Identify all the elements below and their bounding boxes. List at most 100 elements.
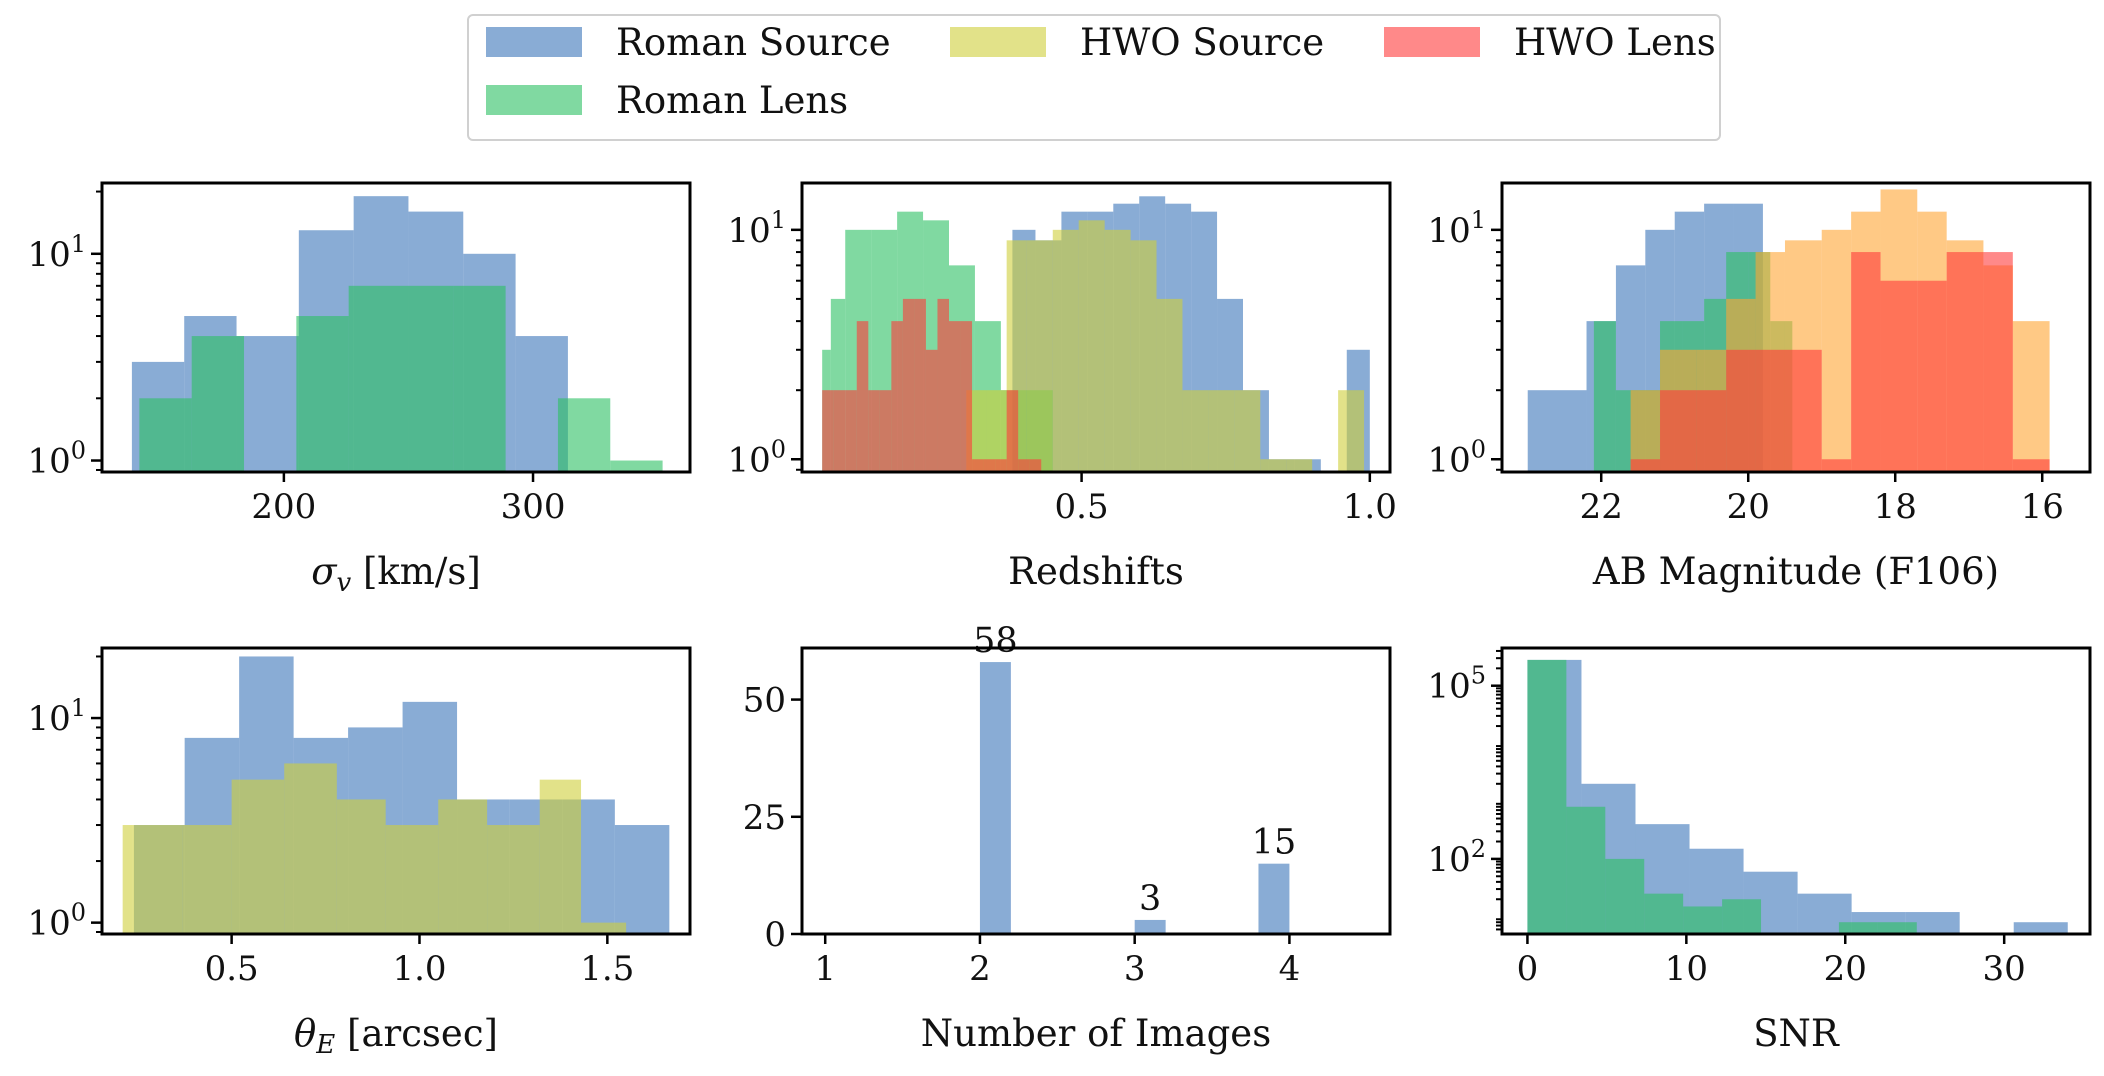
legend-item-hwo-source: HWO Source	[950, 20, 1325, 64]
number-of-images-x-tick-label-2: 3	[1124, 949, 1146, 989]
velocity-dispersion-x-tick-label-1: 300	[501, 487, 566, 527]
panel-snr: 0 10 20 30 102 105 SNR	[1427, 646, 2092, 1055]
panel-number-of-images: 58 3 15 1 2 3 4 0 25 50 Number of Images	[743, 621, 1392, 1055]
einstein-radius-y-tick-label-1: 101	[27, 694, 86, 739]
number-of-images-x-axis-label: Number of Images	[921, 1012, 1271, 1055]
number-of-images-bars	[979, 662, 1290, 934]
ab-magnitude-x-tick-label-2: 18	[1874, 487, 1917, 527]
redshifts-bar-hwo-source-4	[1052, 229, 1079, 472]
redshifts-x-tick-label-0: 0.5	[1055, 487, 1109, 527]
einstein-radius-y-tick-label-0: 100	[27, 899, 86, 944]
snr-x-axis-label: SNR	[1753, 1012, 1840, 1055]
velocity-dispersion-x-tick-label-0: 200	[251, 487, 316, 527]
redshifts-bars	[822, 196, 1370, 472]
ab-magnitude-axes-frame	[1500, 181, 2092, 474]
redshifts-y-tick-label-0: 100	[727, 435, 786, 480]
redshifts-bar-hwo-source-11	[1234, 390, 1261, 472]
einstein-radius-bar-hwo-source-3	[231, 779, 285, 934]
redshifts-bar-hwo-lens-2	[845, 390, 857, 472]
legend-swatch-hwo-lens	[1384, 27, 1480, 57]
einstein-radius-bar-hwo-source-10	[581, 922, 627, 934]
redshifts-bar-hwo-source-1	[986, 390, 1007, 472]
redshifts-bar-hwo-lens-16	[1006, 390, 1019, 472]
einstein-radius-bar-hwo-source-9	[539, 779, 582, 934]
redshifts-bar-hwo-source-10	[1208, 390, 1235, 472]
ab-magnitude-bar-hwo-lens-7	[1851, 252, 1881, 472]
einstein-radius-x-tick-label-0: 0.5	[205, 949, 259, 989]
ab-magnitude-y-tick-label-0: 100	[1427, 435, 1486, 480]
ab-magnitude-bar-hwo-lens-6	[1821, 459, 1852, 472]
einstein-radius-bar-hwo-source-1	[132, 825, 183, 934]
panel-einstein-radius: 0.5 1.0 1.5 100 101 θE [arcsec]	[27, 646, 692, 1060]
redshifts-bar-hwo-lens-14	[983, 459, 996, 472]
number-of-images-data-label-2: 15	[1252, 823, 1297, 863]
number-of-images-bar-roman-source-2	[1258, 863, 1290, 934]
snr-axes-frame	[1500, 646, 2092, 936]
legend-label-roman-lens: Roman Lens	[616, 78, 849, 122]
legend-swatch-hwo-source	[950, 27, 1046, 57]
snr-bar-roman-lens-8	[1838, 922, 1878, 934]
einstein-radius-bar-hwo-source-8	[487, 825, 540, 934]
redshifts-bar-hwo-lens-7	[902, 298, 915, 472]
snr-x-tick-label-2: 20	[1824, 949, 1867, 989]
redshifts-bar-hwo-lens-10	[937, 298, 949, 472]
velocity-dispersion-bar-roman-lens-8	[557, 398, 611, 472]
snr-bar-roman-lens-1	[1566, 806, 1606, 934]
legend-label-hwo-source: HWO Source	[1080, 20, 1325, 64]
ab-magnitude-bar-hwo-lens-8	[1880, 280, 1918, 472]
velocity-dispersion-bars	[131, 196, 663, 472]
redshifts-bar-hwo-lens-8	[914, 298, 926, 472]
number-of-images-y-tick-label-2: 50	[743, 681, 786, 721]
snr-bar-roman-source-9	[2013, 922, 2068, 934]
ab-magnitude-bar-hwo-lens-3	[1726, 349, 1756, 472]
redshifts-y-tick-label-1: 101	[727, 206, 786, 251]
snr-x-tick-label-1: 10	[1665, 949, 1708, 989]
ab-magnitude-bar-hwo-source-12	[2012, 321, 2050, 472]
velocity-dispersion-y-tick-label-1: 101	[27, 230, 86, 275]
einstein-radius-bar-roman-source-9	[614, 825, 670, 934]
ab-magnitude-y-tick-label-1: 101	[1427, 206, 1486, 251]
velocity-dispersion-bar-roman-lens-5	[400, 285, 454, 472]
number-of-images-bar-roman-source-0	[979, 662, 1011, 934]
velocity-dispersion-bar-roman-lens-6	[453, 285, 506, 472]
redshifts-bar-hwo-lens-15	[995, 459, 1007, 472]
ab-magnitude-bar-hwo-lens-2	[1696, 390, 1727, 472]
velocity-dispersion-x-axis-label: σv [km/s]	[311, 550, 481, 598]
redshifts-x-tick-label-1: 1.0	[1343, 487, 1397, 527]
velocity-dispersion-bar-roman-source-2	[236, 336, 299, 472]
ab-magnitude-bar-hwo-source-6	[1821, 229, 1852, 472]
ab-magnitude-bar-hwo-lens-12	[2012, 459, 2050, 472]
ab-magnitude-bar-roman-source-0	[1527, 390, 1587, 472]
redshifts-bar-hwo-source-6	[1104, 229, 1131, 472]
redshifts-bar-hwo-lens-3	[856, 321, 869, 472]
number-of-images-x-tick-label-0: 1	[814, 949, 836, 989]
ab-magnitude-bar-hwo-lens-5	[1784, 349, 1822, 472]
redshifts-bar-hwo-lens-9	[925, 349, 938, 472]
snr-x-tick-label-3: 30	[1983, 949, 2026, 989]
einstein-radius-axes-frame	[100, 646, 692, 936]
ab-magnitude-x-tick-label-1: 20	[1727, 487, 1770, 527]
einstein-radius-bar-hwo-source-5	[336, 799, 386, 934]
number-of-images-data-label-1: 3	[1139, 879, 1161, 919]
snr-bar-roman-lens-9	[1877, 922, 1917, 934]
velocity-dispersion-bar-roman-lens-0	[139, 398, 192, 472]
ab-magnitude-bar-roman-lens-0	[1593, 321, 1616, 472]
snr-bar-roman-lens-5	[1722, 899, 1762, 934]
legend-item-roman-source: Roman Source	[486, 21, 891, 64]
redshifts-bar-hwo-lens-11	[949, 321, 961, 472]
redshifts-bar-hwo-source-5	[1078, 220, 1105, 472]
panel-velocity-dispersion: 200 300 100 101 σv [km/s]	[27, 181, 692, 598]
ab-magnitude-x-tick-label-3: 16	[2021, 487, 2064, 527]
redshifts-bar-hwo-lens-18	[1029, 459, 1042, 472]
snr-bar-roman-source-7	[1905, 912, 1960, 934]
velocity-dispersion-bar-roman-lens-4	[348, 285, 401, 472]
ab-magnitude-bar-hwo-lens-4	[1755, 349, 1785, 472]
ab-magnitude-bar-hwo-lens-10	[1946, 252, 1984, 472]
legend-swatch-roman-source	[486, 27, 582, 57]
redshifts-bar-hwo-source-9	[1182, 390, 1209, 472]
einstein-radius-bar-hwo-source-0	[122, 825, 133, 934]
panel-ab-magnitude: 22 20 18 16 100 101 AB Magnitude (F106)	[1427, 181, 2092, 593]
redshifts-bar-hwo-lens-1	[833, 390, 846, 472]
redshifts-bar-hwo-lens-6	[891, 321, 903, 472]
